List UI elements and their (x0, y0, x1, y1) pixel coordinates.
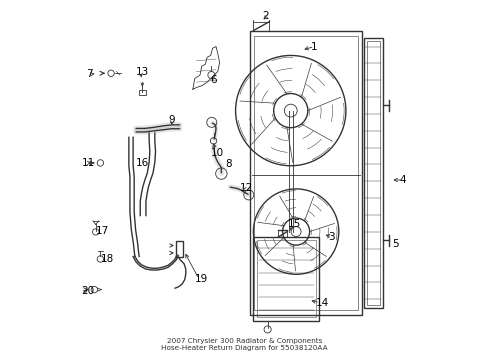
Text: 1: 1 (310, 41, 316, 51)
Text: 11: 11 (81, 158, 95, 168)
Text: 15: 15 (287, 220, 301, 229)
Bar (253, 237, 319, 320)
Text: 4: 4 (399, 175, 405, 185)
Text: 2: 2 (262, 11, 268, 21)
Text: 16: 16 (136, 158, 149, 168)
Text: 6: 6 (210, 75, 217, 85)
Bar (176, 241, 182, 257)
Text: 18: 18 (100, 254, 113, 264)
Bar (366, 41, 379, 305)
Text: 2007 Chrysler 300 Radiator & Components
Hose-Heater Return Diagram for 55038120A: 2007 Chrysler 300 Radiator & Components … (161, 338, 327, 351)
Text: 5: 5 (391, 239, 398, 249)
Text: 20: 20 (81, 286, 95, 296)
Text: 14: 14 (315, 298, 328, 308)
Text: 10: 10 (210, 148, 224, 158)
Bar (139, 90, 145, 95)
Text: 19: 19 (194, 274, 207, 284)
Bar (363, 38, 383, 308)
Text: 8: 8 (224, 159, 231, 169)
Text: 12: 12 (240, 183, 253, 193)
Text: 9: 9 (168, 115, 174, 125)
Bar (256, 240, 315, 317)
Text: 13: 13 (136, 67, 149, 77)
Text: 7: 7 (86, 69, 93, 79)
Bar (254, 36, 357, 310)
Text: 17: 17 (96, 226, 109, 236)
Bar (249, 31, 361, 315)
Text: 3: 3 (327, 232, 334, 242)
